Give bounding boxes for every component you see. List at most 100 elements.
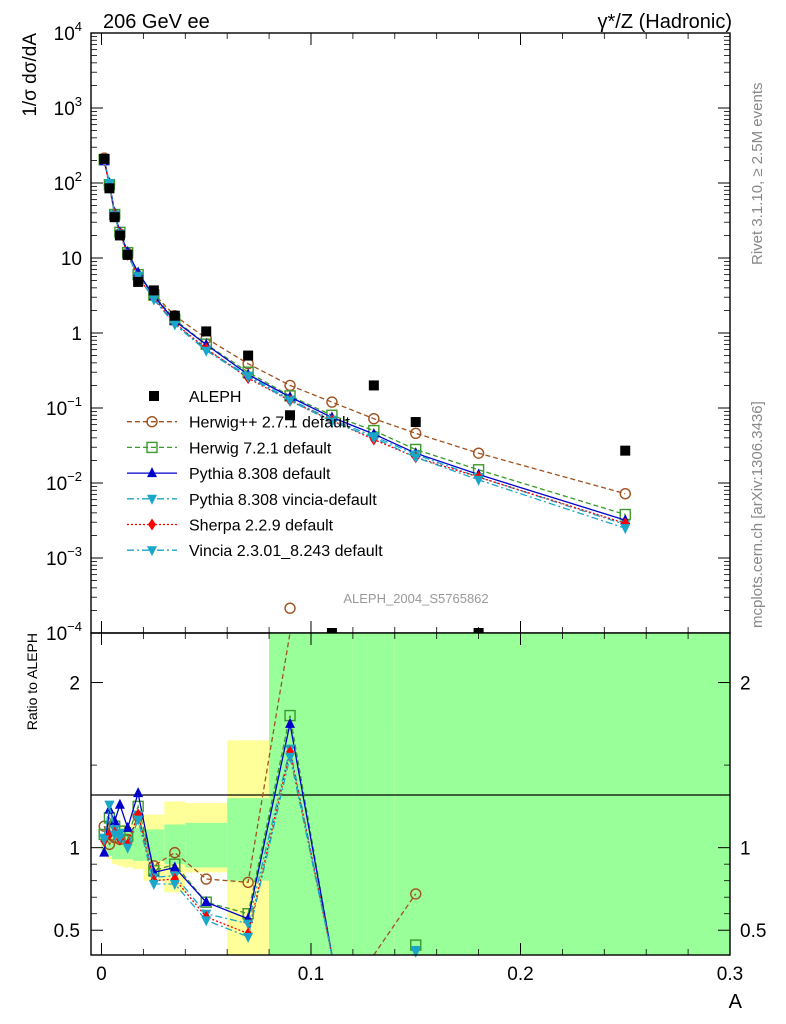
legend-label-herwig7: Herwig 7.2.1 default [189, 440, 332, 457]
series-point-vincia [201, 346, 212, 357]
ratio-point-vincia [201, 916, 212, 927]
ratio-point-vincia [99, 835, 110, 846]
ratio-uncertainty-bands [101, 633, 730, 955]
ratio-point-pythia [169, 861, 180, 872]
ratio-stat-band [143, 829, 165, 861]
y-tick-label: 10−3 [46, 544, 82, 570]
series-line-pythia [103, 161, 626, 521]
legend-marker-herwigpp [146, 416, 158, 428]
y-tick-label-base: 10 [46, 399, 67, 420]
legend-marker-pythia [147, 467, 157, 478]
ratio-panel: 0.5 0.5 1 1 2 2 0 0.1 0.2 0.3 Ratio to ALEPH A [24, 602, 766, 1013]
y-tick-label-base: 10 [54, 24, 75, 45]
series-point-vincia [368, 433, 379, 444]
series-point-vincia [148, 295, 159, 306]
series-line-herwig7 [103, 159, 626, 516]
plot-title-right: γ*/Z (Hadronic) [598, 11, 732, 33]
ratio-line-herwigpp [373, 893, 417, 956]
ratio-y-axis-label: Ratio to ALEPH [24, 633, 40, 730]
legend-marker-herwig7 [146, 441, 158, 454]
y-tick-label-exponent: −4 [67, 619, 82, 634]
series-point-vincia [473, 475, 484, 486]
series-point-herwigpp [619, 488, 631, 500]
series-point-vincia [410, 453, 421, 464]
ratio-point-vincia [109, 830, 120, 841]
ratio-point-pythia_vincia [243, 919, 254, 930]
data-point-aleph [620, 445, 631, 456]
data-point-aleph [99, 153, 110, 164]
ratio-y-tick-label-right: 2 [740, 674, 751, 695]
legend-label-pythia: Pythia 8.308 default [189, 466, 331, 483]
ratio-point-herwigpp [410, 888, 422, 900]
series-point-vincia [285, 396, 296, 407]
y-tick-label: 10−1 [46, 394, 82, 420]
data-point-aleph [114, 230, 125, 241]
plot-title-left: 206 GeV ee [103, 11, 210, 33]
series-point-vincia [326, 417, 337, 428]
data-point-aleph [201, 326, 212, 337]
ratio-point-vincia [148, 879, 159, 890]
ratio-point-vincia [114, 833, 125, 844]
legend-marker-sherpa [148, 518, 156, 531]
main-plot-marks [98, 152, 631, 638]
ratio-line-pythia_vincia [103, 748, 333, 956]
y-tick-label-base: 10 [46, 549, 67, 570]
x-tick-label: 0.3 [717, 964, 743, 985]
y-tick-label: 1 [71, 324, 82, 345]
y-tick-label: 102 [54, 169, 82, 195]
mcplots-label: mcplots.cern.ch [arXiv:1306.3436] [749, 401, 766, 628]
legend-label-herwigpp: Herwig++ 2.7.1 default [189, 415, 351, 432]
series-point-vincia [620, 524, 631, 535]
ratio-point-pythia [122, 821, 133, 832]
y-tick-label-exponent: 4 [75, 19, 82, 34]
legend-marker-aleph [149, 391, 159, 401]
ratio-point-herwigpp [200, 873, 212, 885]
ratio-y-tick-label: 2 [69, 674, 80, 695]
x-axis-label: A [729, 991, 743, 1013]
series-point-herwigpp [368, 413, 380, 425]
data-point-aleph [122, 249, 133, 260]
ratio-stat-band [352, 633, 395, 955]
ratio-stat-band [269, 633, 353, 955]
y-tick-label-exponent: 2 [75, 169, 82, 184]
data-point-aleph [148, 285, 159, 296]
data-point-aleph [169, 310, 180, 321]
x-tick-label: 0.1 [298, 964, 324, 985]
y-tick-label: 10−2 [46, 469, 82, 495]
ratio-line-vincia [103, 756, 333, 956]
series-point-vincia [169, 320, 180, 331]
series-point-herwigpp [326, 396, 338, 408]
legend-label-vincia: Vincia 2.3.01_8.243 default [189, 543, 383, 560]
x-tick-label: 0.2 [507, 964, 533, 985]
ratio-plot-marks [98, 602, 422, 958]
data-point-aleph [368, 380, 379, 391]
main-y-axis-label: 1/σ dσ/dA [20, 33, 41, 117]
ratio-point-pythia [109, 815, 120, 826]
y-tick-label: 104 [54, 19, 82, 45]
series-line-sherpa [103, 160, 626, 524]
ratio-point-pythia [99, 846, 110, 857]
y-tick-label: 103 [54, 94, 82, 120]
y-tick-label-exponent: 3 [75, 94, 82, 109]
legend-marker-vincia [147, 546, 157, 557]
ratio-point-pythia [133, 787, 144, 798]
ratio-point-vincia [133, 815, 144, 826]
ratio-point-pythia [285, 717, 296, 728]
ratio-y-tick-label: 0.5 [54, 921, 80, 942]
y-tick-label-exponent: −1 [67, 394, 82, 409]
y-tick-label-base: 10 [46, 474, 67, 495]
y-tick-label: 10−4 [46, 619, 82, 645]
y-tick-label-base: 10 [54, 174, 75, 195]
legend-marker-pythia_vincia [147, 494, 157, 505]
legend: ALEPH Herwig++ 2.7.1 default Herwig 7.2.1 … [127, 389, 383, 560]
y-tick-label-exponent: −3 [67, 544, 82, 559]
ratio-stat-band [185, 822, 228, 868]
ratio-point-vincia [122, 843, 133, 854]
data-point-aleph [285, 410, 296, 421]
series-point-vincia [243, 372, 254, 383]
rivet-version-label: Rivet 3.1.10, ≥ 2.5M events [749, 83, 766, 266]
ratio-point-herwigpp [284, 602, 296, 614]
series-line-vincia [103, 159, 626, 529]
ratio-point-pythia [201, 896, 212, 907]
